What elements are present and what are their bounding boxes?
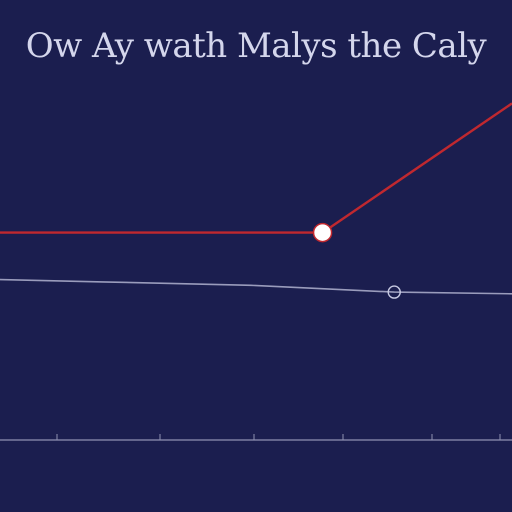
data-point-marker [387,285,401,299]
series-line-primary [0,102,512,234]
data-point-marker [312,222,333,243]
chart-title: Ow Ay wath Malys the Caly [25,26,487,66]
series-line-secondary [0,278,512,295]
